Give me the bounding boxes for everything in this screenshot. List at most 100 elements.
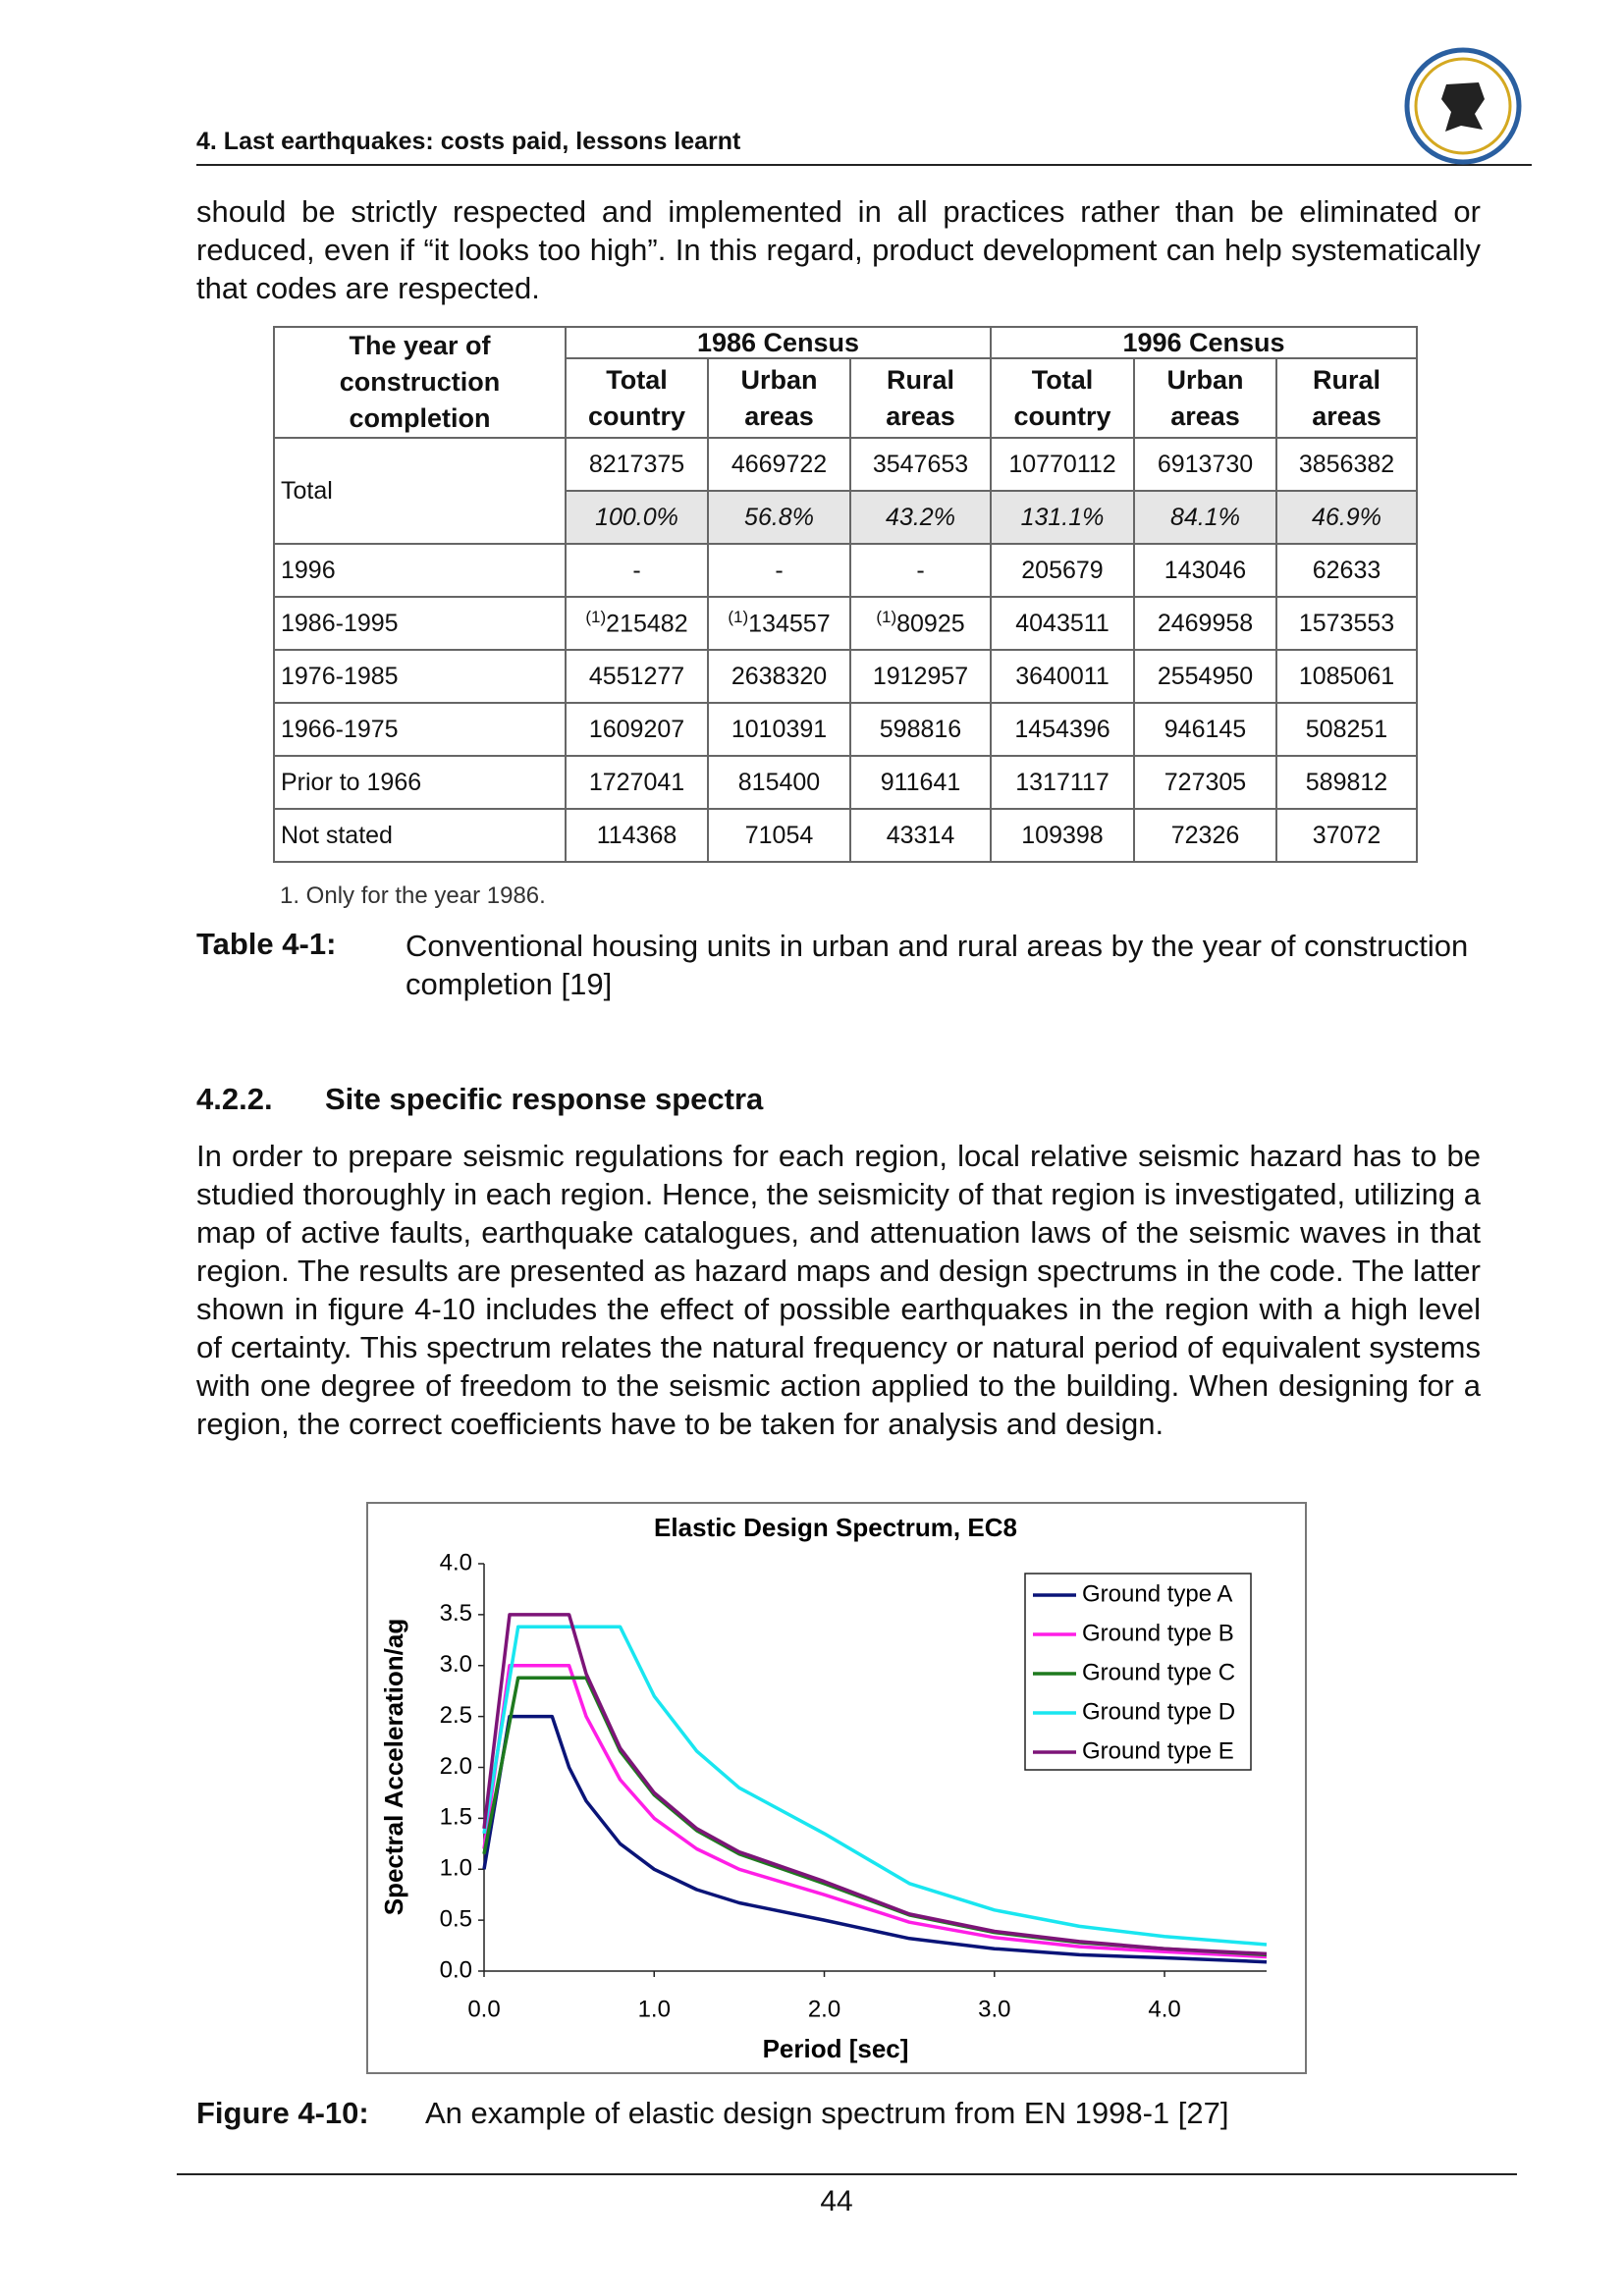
column-header: Rural areas [1275,357,1418,439]
table-cell: 3640011 [990,649,1135,704]
share-cell: 131.1% [990,490,1135,545]
paragraph: In order to prepare seismic regulations … [196,1139,1481,1441]
y-tick-label: 4.0 [440,1549,472,1575]
page-number: 44 [820,2185,853,2217]
y-tick-label: 2.0 [440,1753,472,1780]
table-cell: (1)80925 [849,596,992,651]
logo-lion [1441,82,1485,132]
table-cell: 4551277 [565,649,709,704]
table-cell: - [849,543,992,598]
group-header: 1986 Census [565,325,992,360]
table-cell: (1)215482 [565,596,709,651]
table-cell: (1)134557 [707,596,851,651]
table-cell: 3856382 [1275,437,1418,492]
university-logo [1404,47,1522,165]
table-cell: 6913730 [1133,437,1277,492]
column-header: Total country [990,357,1135,439]
x-tick-label: 4.0 [1148,1996,1180,2022]
row-label: 1996 [273,543,567,598]
row-label: Not stated [273,808,567,863]
table-cell: 10770112 [990,437,1135,492]
table-cell: 114368 [565,808,709,863]
cell-note: (1) [585,608,607,627]
legend-label: Ground type B [1082,1620,1234,1646]
table-cell: 815400 [707,755,851,810]
share-cell: 46.9% [1275,490,1418,545]
table-row: 1996- - -205679 143046 62633 [273,543,1418,598]
table-row: Not stated 114368 71054 43314 109398 72326 370… [273,808,1418,863]
section-title: Site specific response spectra [325,1082,764,1116]
table-cell: 205679 [990,543,1135,598]
table-row: 100.0% 56.8% 43.2% 131.1% 84.1% 46.9% [274,490,1418,545]
figure-caption-label: Figure 4-10: [196,2096,369,2130]
legend-label: Ground type C [1082,1659,1235,1685]
table-cell: 2469958 [1133,596,1277,651]
y-axis-title: Spectral Acceleration/ag [379,1619,408,1916]
table-row: 1986-1995 (1)215482 (1)134557 (1)80925 40435… [273,596,1418,651]
share-cell: 43.2% [849,490,992,545]
chart-title: Elastic Design Spectrum, EC8 [654,1513,1017,1542]
y-tick-label: 1.5 [440,1804,472,1831]
cell-note: (1) [876,608,897,627]
share-cell: 100.0% [565,490,709,545]
column-header: Rural areas [849,357,992,439]
table-cell: 4043511 [990,596,1135,651]
cell-note: (1) [728,608,749,627]
legend-label: Ground type D [1082,1698,1235,1725]
caption-label: Table 4-1: [196,927,337,961]
figure-caption-text: An example of elastic design spectrum fr… [425,2096,1229,2130]
cell-value: 215482 [606,610,688,638]
table-cell: - [707,543,851,598]
table-cell: 1317117 [990,755,1135,810]
group-header: 1996 Census [990,325,1418,360]
header-cell: The year of construction completion [273,326,567,439]
share-cell: 84.1% [1133,490,1277,545]
y-tick-label: 3.5 [440,1600,472,1627]
table-cell: 4669722 [707,437,851,492]
table-cell: 2554950 [1133,649,1277,704]
table-cell: - [565,543,709,598]
table-cell: 3547653 [849,437,992,492]
table-row: Total 8217375 4669722 3547653 10770112 691373… [273,437,1418,545]
table-cell: 143046 [1133,543,1277,598]
table-cell: 1573553 [1275,596,1418,651]
share-cell: 56.8% [707,490,851,545]
y-tick-label: 2.5 [440,1702,472,1729]
table-cell: 62633 [1275,543,1418,598]
running-header: 4. Last earthquakes: costs paid, lessons… [196,128,741,155]
column-header: Total country [565,357,709,439]
legend-label: Ground type A [1082,1580,1232,1607]
table-cell: 911641 [849,755,992,810]
series-line [482,1613,1268,1956]
table-cell: 727305 [1133,755,1277,810]
x-tick-label: 0.0 [467,1996,500,2022]
table-cell: 946145 [1133,702,1277,757]
table-cell: 71054 [707,808,851,863]
x-axis-title: Period [sec] [763,2034,909,2063]
table-cell: 508251 [1275,702,1418,757]
header-rule [196,164,1532,166]
table-footnote: 1. Only for the year 1986. [280,882,546,909]
row-label: 1966-1975 [273,702,567,757]
table-cell: 589812 [1275,755,1418,810]
table-cell: 1085061 [1275,649,1418,704]
y-tick-label: 3.0 [440,1651,472,1678]
table-cell: 8217375 [565,437,709,492]
x-tick-label: 1.0 [638,1996,671,2022]
table-cell: 1010391 [707,702,851,757]
paragraph: should be strictly respected and impleme… [196,194,1481,305]
table-cell: 2638320 [707,649,851,704]
x-tick-label: 3.0 [978,1996,1010,2022]
table-cell: 1609207 [565,702,709,757]
caption-text: Conventional housing units in urban and … [406,929,1469,1001]
cell-value: 134557 [748,610,831,638]
table-cell: 1912957 [849,649,992,704]
series-line [482,1625,1268,1947]
header-row: The year of construction completion 1986 … [273,325,1418,439]
section-number: 4.2.2. [196,1082,273,1116]
table-cell: 37072 [1275,808,1418,863]
table-cell: 109398 [990,808,1135,863]
row-label: Total [273,437,567,545]
table-cell: 598816 [849,702,992,757]
